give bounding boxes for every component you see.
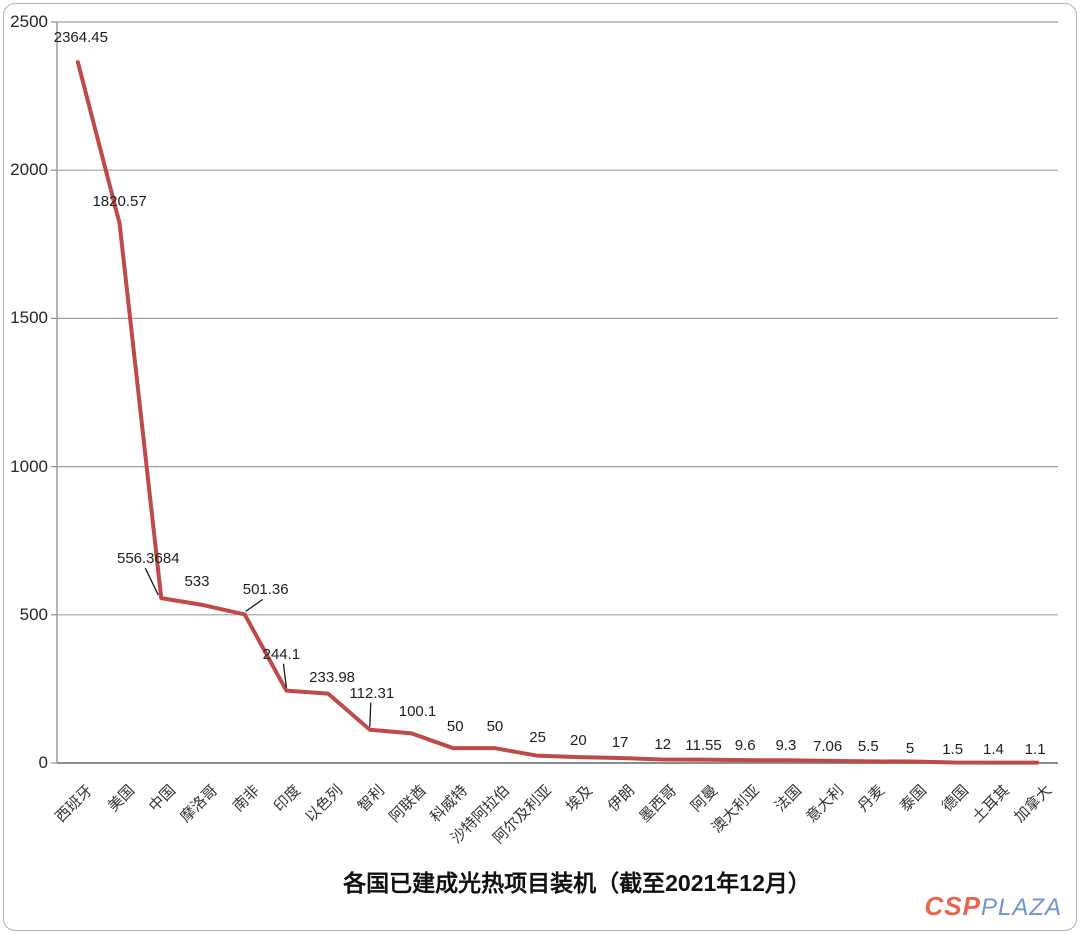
data-label: 244.1 — [262, 645, 301, 663]
y-axis-label: 1000 — [10, 456, 48, 476]
data-label: 1820.57 — [92, 193, 147, 211]
y-axis-label: 1500 — [10, 308, 48, 328]
data-label: 17 — [611, 733, 629, 751]
y-axis-label: 500 — [19, 604, 48, 624]
y-axis-label: 2500 — [10, 12, 48, 31]
data-label: 9.6 — [734, 737, 756, 755]
logo-plaza-text: PLAZA — [980, 894, 1062, 921]
data-label: 11.55 — [685, 736, 722, 754]
series — [75, 60, 1040, 765]
data-label: 1.1 — [1024, 740, 1046, 758]
label-leader-lines — [144, 567, 372, 727]
data-label: 25 — [529, 728, 546, 746]
gridlines — [57, 21, 1058, 616]
data-label: 1.4 — [983, 740, 1004, 758]
data-label: 7.06 — [812, 737, 843, 755]
data-label: 233.98 — [309, 668, 356, 686]
chart-title: 各国已建成光热项目装机（截至2021年12月） — [343, 870, 811, 896]
data-label: 12 — [654, 736, 672, 754]
data-label: 50 — [446, 718, 464, 736]
data-label: 9.3 — [775, 737, 797, 755]
data-label: 2364.45 — [53, 29, 108, 47]
logo-csp-text: CSP — [924, 891, 981, 921]
data-label: 5 — [905, 739, 915, 757]
data-label: 533 — [184, 573, 210, 591]
data-label: 100.1 — [398, 703, 437, 721]
data-label: 20 — [570, 732, 587, 750]
data-label: 5.5 — [857, 738, 879, 756]
data-label: 501.36 — [242, 581, 289, 599]
data-label: 556.3684 — [116, 550, 180, 568]
csp-plaza-logo: CSPPLAZA — [925, 891, 1063, 922]
y-axis-label: 0 — [38, 753, 48, 772]
y-axis-label: 2000 — [10, 160, 48, 180]
axes — [51, 21, 1058, 764]
data-label: 112.31 — [349, 684, 395, 702]
capacity-line-series — [75, 60, 1040, 765]
data-label: 50 — [486, 718, 504, 736]
data-label: 1.5 — [942, 740, 964, 758]
